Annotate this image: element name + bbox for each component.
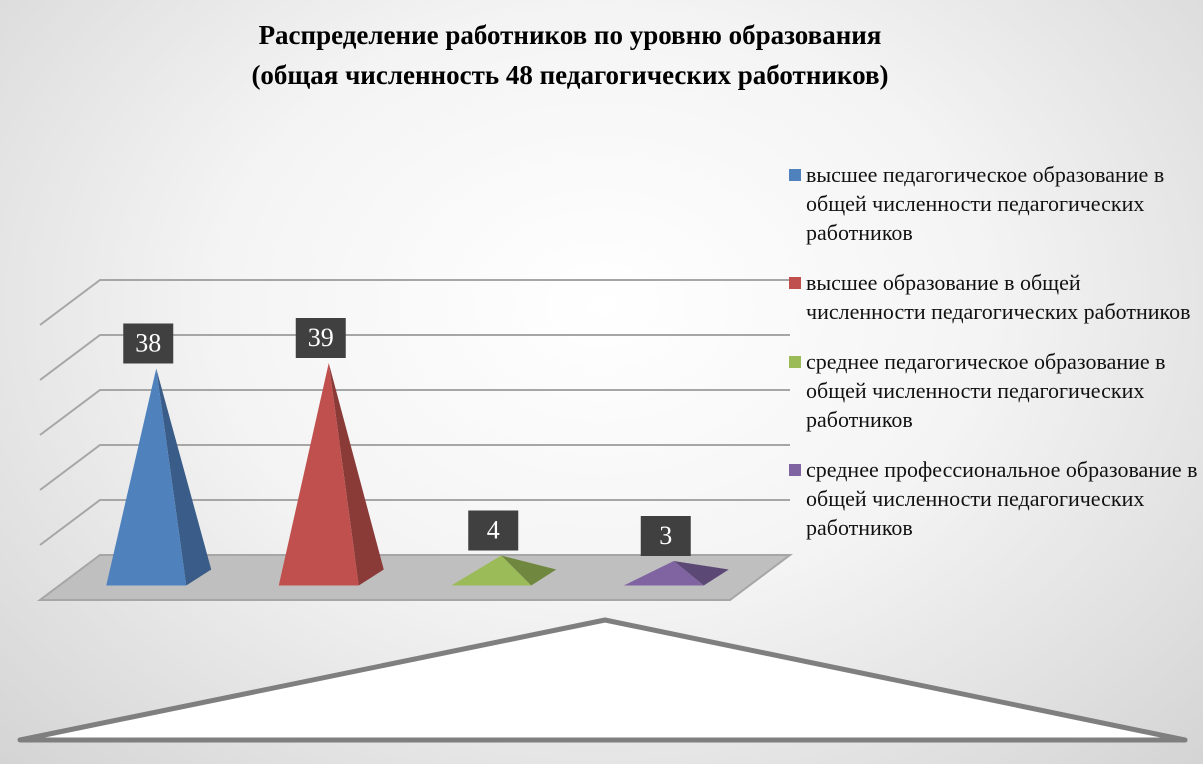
pyramid-side [501,555,557,586]
legend-item: высшее образование в общей численности п… [786,268,1201,326]
value-label: 4 [487,516,500,545]
legend-swatch [789,169,801,181]
pyramid [451,555,532,586]
value-label-box [123,323,174,364]
grid-line [39,389,790,436]
chart-title: Распределение работников по уровню образ… [259,20,882,50]
pyramid [623,561,704,586]
value-label-box [468,510,519,551]
legend-swatch [789,356,801,368]
legend-swatch [789,464,801,476]
pyramid [106,368,187,586]
legend: высшее педагогическое образование в обще… [786,160,1201,563]
chart-subtitle: (общая численность 48 педагогических раб… [251,60,888,90]
grid-line [39,499,790,546]
value-label: 38 [135,329,161,358]
value-label-box [295,318,346,358]
legend-item: высшее педагогическое образование в обще… [786,160,1201,247]
pyramid-side [328,363,384,586]
legend-item: среднее педагогическое образование в общ… [786,347,1201,434]
legend-item: среднее профессиональное образование в о… [786,455,1201,542]
floor [37,554,793,601]
legend-label: среднее профессиональное образование в о… [806,457,1198,540]
pyramid-side [156,368,212,586]
value-label-box [640,516,691,556]
value-label: 39 [308,323,334,352]
grid-line [39,444,790,491]
grid-line [39,334,790,381]
decor-triangle [17,617,1188,743]
grid-line [39,279,790,326]
pyramid [278,363,359,586]
value-label: 3 [659,521,672,550]
legend-label: высшее педагогическое образование в обще… [806,162,1165,245]
legend-label: высшее образование в общей численности п… [806,270,1191,324]
legend-label: среднее педагогическое образование в общ… [806,349,1166,432]
pyramid-side [673,561,729,586]
legend-swatch [789,277,801,289]
